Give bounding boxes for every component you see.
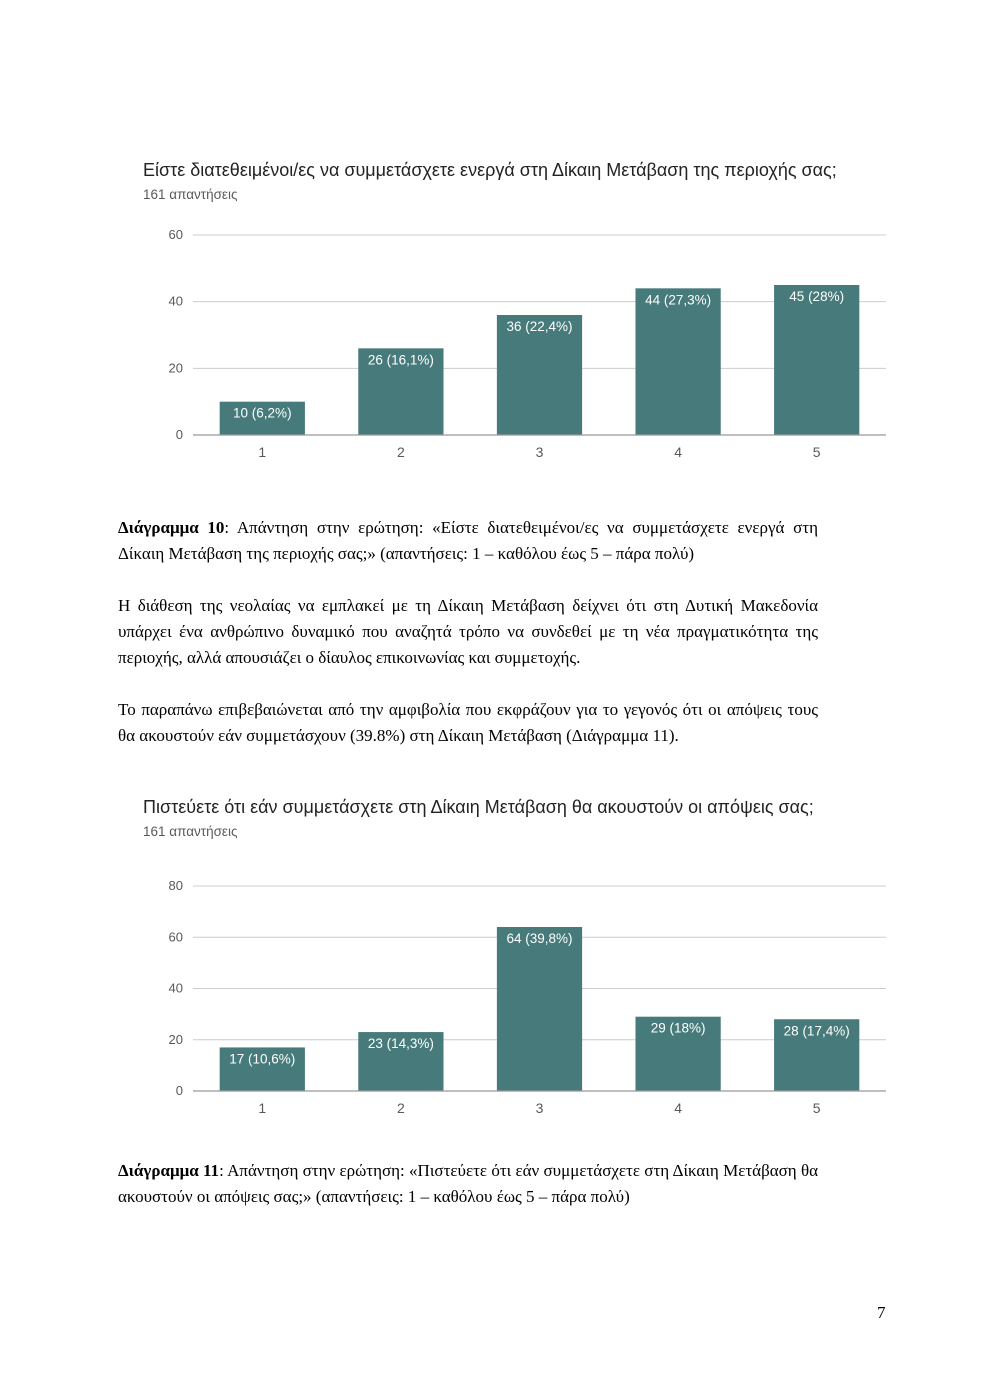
svg-text:5: 5	[813, 1100, 821, 1116]
svg-text:20: 20	[169, 1032, 183, 1047]
svg-text:80: 80	[169, 878, 183, 893]
svg-text:23 (14,3%): 23 (14,3%)	[368, 1036, 434, 1051]
svg-text:0: 0	[176, 1083, 183, 1098]
svg-text:60: 60	[169, 227, 183, 242]
svg-text:29 (18%): 29 (18%)	[651, 1021, 706, 1036]
svg-text:0: 0	[176, 427, 183, 442]
svg-text:2: 2	[397, 1100, 405, 1116]
svg-text:44 (27,3%): 44 (27,3%)	[645, 292, 711, 307]
svg-text:3: 3	[536, 444, 544, 460]
svg-text:36 (22,4%): 36 (22,4%)	[506, 319, 572, 334]
svg-text:4: 4	[674, 444, 682, 460]
svg-text:26 (16,1%): 26 (16,1%)	[368, 352, 434, 367]
svg-text:4: 4	[674, 1100, 682, 1116]
svg-text:10 (6,2%): 10 (6,2%)	[233, 406, 292, 421]
svg-text:1: 1	[258, 1100, 266, 1116]
svg-text:64 (39,8%): 64 (39,8%)	[506, 931, 572, 946]
svg-text:40: 40	[169, 981, 183, 996]
svg-text:1: 1	[258, 444, 266, 460]
svg-text:20: 20	[169, 360, 183, 375]
svg-text:2: 2	[397, 444, 405, 460]
svg-text:17 (10,6%): 17 (10,6%)	[229, 1051, 295, 1066]
svg-text:28 (17,4%): 28 (17,4%)	[784, 1023, 850, 1038]
svg-text:45 (28%): 45 (28%)	[789, 289, 844, 304]
svg-text:60: 60	[169, 929, 183, 944]
svg-text:3: 3	[536, 1100, 544, 1116]
svg-text:5: 5	[813, 444, 821, 460]
svg-text:40: 40	[169, 294, 183, 309]
